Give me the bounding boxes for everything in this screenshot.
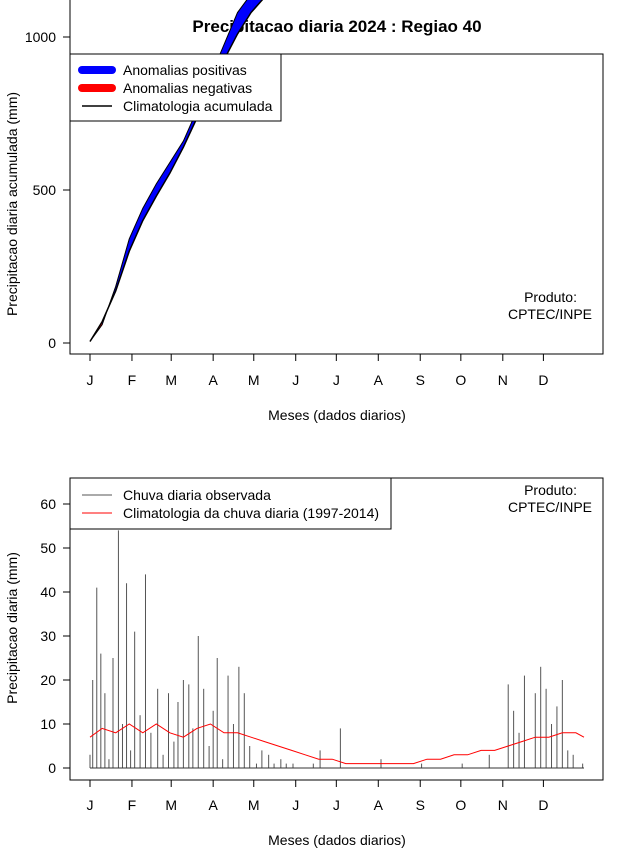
y-axis: 0 10 20 30 40 50 60 bbox=[40, 496, 71, 776]
y-tick-label: 1000 bbox=[25, 29, 56, 45]
x-axis-label: Meses (dados diarios) bbox=[268, 832, 406, 848]
legend: Chuva diaria observada Climatologia da c… bbox=[69, 477, 392, 530]
positive-anomaly-segment bbox=[156, 161, 171, 198]
y-axis-label: Precipitacao diaria (mm) bbox=[4, 552, 20, 704]
y-axis-label: Precipitacao diaria acumulada (mm) bbox=[4, 92, 20, 316]
y-tick-label: 0 bbox=[48, 760, 56, 776]
x-axis-label: Meses (dados diarios) bbox=[268, 407, 406, 423]
credit-line2: CPTEC/INPE bbox=[508, 306, 592, 322]
legend-label-climatology: Climatologia da chuva diaria (1997-2014) bbox=[123, 505, 379, 521]
x-tick-label: A bbox=[374, 372, 384, 388]
x-tick-label: M bbox=[248, 797, 260, 813]
x-tick-label: O bbox=[455, 797, 466, 813]
x-tick-label: F bbox=[128, 372, 137, 388]
x-tick-label: J bbox=[292, 797, 299, 813]
x-tick-label: M bbox=[248, 372, 260, 388]
x-tick-label: N bbox=[498, 372, 508, 388]
x-tick-label: O bbox=[455, 372, 466, 388]
credit-line1: Produto: bbox=[524, 482, 577, 498]
legend-label-observed: Chuva diaria observada bbox=[123, 487, 271, 503]
legend-label-climatology: Climatologia acumulada bbox=[123, 98, 273, 114]
climatology-accumulated-line bbox=[89, 0, 264, 342]
positive-anomaly-segment bbox=[142, 183, 157, 221]
daily-precipitation-chart: 0 10 20 30 40 50 60 J F M A M J J A S O N D Precipitacao … bbox=[4, 477, 604, 848]
y-tick-label: 0 bbox=[48, 335, 56, 351]
daily-bars-group bbox=[89, 530, 584, 768]
chart-title: Precipitacao diaria 2024 : Regiao 40 bbox=[192, 17, 481, 36]
x-tick-label: S bbox=[416, 372, 425, 388]
y-tick-label: 50 bbox=[40, 540, 56, 556]
x-tick-label: D bbox=[538, 372, 548, 388]
x-tick-label: A bbox=[208, 797, 218, 813]
x-tick-label: J bbox=[292, 372, 299, 388]
x-tick-label: J bbox=[333, 797, 340, 813]
y-tick-label: 20 bbox=[40, 672, 56, 688]
legend-label-positive: Anomalias positivas bbox=[123, 62, 247, 78]
y-tick-label: 60 bbox=[40, 496, 56, 512]
x-tick-label: S bbox=[416, 797, 425, 813]
credit-line1: Produto: bbox=[524, 289, 577, 305]
y-axis: 050010001500 bbox=[25, 0, 71, 351]
y-tick-label: 500 bbox=[33, 182, 57, 198]
x-tick-label: M bbox=[165, 372, 177, 388]
daily-climatology-line bbox=[89, 723, 585, 765]
climatology-line-group bbox=[89, 723, 585, 769]
y-tick-label: 10 bbox=[40, 716, 56, 732]
observed-accumulated-line bbox=[89, 0, 248, 342]
x-tick-label: J bbox=[87, 797, 94, 813]
x-tick-label: J bbox=[333, 372, 340, 388]
x-tick-label: F bbox=[128, 797, 137, 813]
credit-line2: CPTEC/INPE bbox=[508, 499, 592, 515]
y-tick-label: 30 bbox=[40, 628, 56, 644]
legend-box bbox=[69, 477, 392, 530]
legend: Anomalias positivas Anomalias negativas … bbox=[69, 53, 282, 122]
accumulated-lines-group bbox=[89, 0, 264, 342]
x-tick-label: A bbox=[208, 372, 218, 388]
x-tick-label: D bbox=[538, 797, 548, 813]
x-tick-label: J bbox=[87, 372, 94, 388]
x-tick-label: A bbox=[374, 797, 384, 813]
x-tick-label: M bbox=[165, 797, 177, 813]
legend-label-negative: Anomalias negativas bbox=[123, 80, 252, 96]
y-tick-label: 40 bbox=[40, 584, 56, 600]
x-tick-label: N bbox=[498, 797, 508, 813]
